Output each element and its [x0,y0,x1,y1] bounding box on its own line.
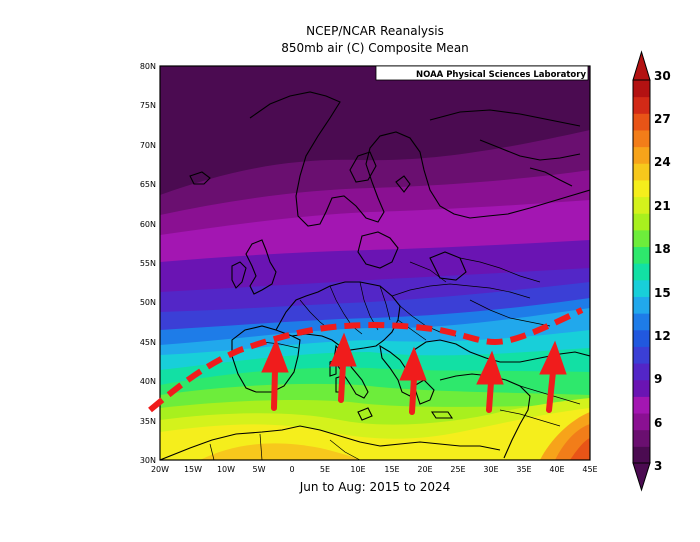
lat-label: 40N [140,377,156,386]
lon-label: 15E [384,465,399,474]
colorbar-segment [633,129,650,148]
temperature-field [160,66,590,460]
lat-label: 50N [140,298,156,307]
northward-arrow [399,346,427,415]
colorbar-segment [633,146,650,164]
colorbar-tick: 30 [654,69,671,83]
lat-label: 30N [140,456,156,465]
lat-label: 70N [140,141,156,150]
lon-label: 35E [516,465,531,474]
lon-label: 5E [320,465,330,474]
colorbar-tick: 18 [654,242,671,256]
northward-arrow [329,332,357,403]
colorbar-segment [633,429,650,447]
colorbar-segment [633,279,650,297]
lon-label: 40E [549,465,564,474]
lat-label: 55N [140,259,156,268]
lon-label: 15W [184,465,202,474]
colorbar-bottom-arrow [632,462,651,492]
colorbar-segment [633,113,650,131]
colorbar: 30 27 24 21 18 15 12 9 6 3 [632,50,671,492]
colorbar-segment [633,163,650,181]
lat-label: 75N [140,101,156,110]
chart-subtitle: Jun to Aug: 2015 to 2024 [299,480,451,494]
credit-label: NOAA Physical Sciences Laboratory [416,70,586,80]
lat-label: 80N [140,62,156,71]
colorbar-segment [633,196,650,214]
colorbar-tick: 9 [654,372,662,386]
chart-title-line1: NCEP/NCAR Reanalysis [306,24,444,38]
longitude-labels: 20W 15W 10W 5W 0 5E 10E 15E 20E 25E 30E … [151,465,598,474]
lon-label: 20W [151,465,169,474]
colorbar-tick: 27 [654,112,671,126]
colorbar-segment [633,413,650,431]
lon-label: 0 [289,465,294,474]
lon-label: 30E [483,465,498,474]
colorbar-segment [633,329,650,347]
annotation-overlay [148,307,584,415]
colorbar-segment [633,346,650,364]
northward-arrow [476,350,504,413]
colorbar-segment [633,263,650,281]
lon-label: 45E [582,465,597,474]
lat-label: 60N [140,220,156,229]
colorbar-segment [633,96,650,114]
lat-label: 35N [140,417,156,426]
colorbar-top-arrow [632,50,651,81]
lon-label: 10E [350,465,365,474]
colorbar-segment [633,446,650,464]
latitude-labels: 80N 75N 70N 65N 60N 55N 50N 45N 40N 35N … [140,62,156,465]
colorbar-segment [633,379,650,397]
colorbar-tick: 24 [654,155,671,169]
colorbar-segment [633,246,650,264]
colorbar-segment [633,229,650,248]
lon-label: 20E [417,465,432,474]
boundary-dashed-line [148,307,584,413]
colorbar-segment [633,296,650,314]
colorbar-tick: 12 [654,329,671,343]
colorbar-tick: 3 [654,459,662,473]
credit-box: NOAA Physical Sciences Laboratory [375,65,589,81]
chart-title-line2: 850mb air (C) Composite Mean [281,41,469,55]
northward-arrow [539,340,567,413]
colorbar-segment [633,396,650,414]
lat-label: 65N [140,180,156,189]
colorbar-tick: 21 [654,199,671,213]
colorbar-segment [633,179,650,198]
colorbar-segment [633,213,650,231]
colorbar-tick: 15 [654,286,671,300]
colorbar-segment [633,313,650,331]
lon-label: 10W [217,465,235,474]
lon-label: 5W [253,465,266,474]
colorbar-tick: 6 [654,416,662,430]
lat-label: 45N [140,338,156,347]
lon-label: 25E [450,465,465,474]
northward-arrow [261,338,289,411]
colorbar-segment [633,363,650,381]
colorbar-segment [633,80,650,98]
